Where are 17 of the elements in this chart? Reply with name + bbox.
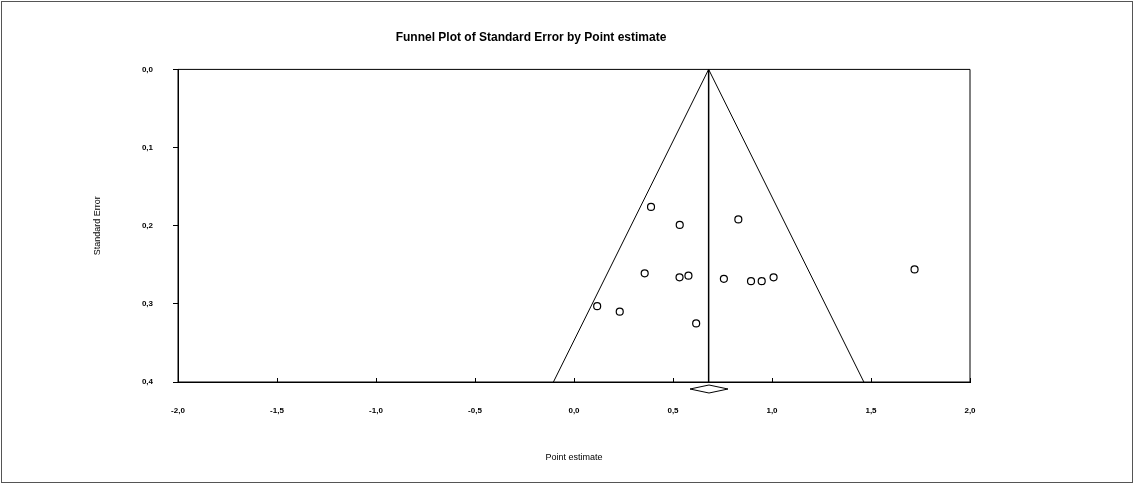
x-tick-label: 1,0 [766, 406, 779, 415]
x-tick-label: 0,5 [667, 406, 680, 415]
x-tick-label: 2,0 [964, 406, 977, 415]
x-tick-label: 1,5 [865, 406, 878, 415]
x-axis-title: Point estimate [545, 452, 603, 463]
y-tick-label: 0,4 [141, 377, 154, 387]
x-tick-label: -1,5 [270, 406, 285, 415]
y-tick-label: 0,1 [141, 142, 154, 152]
x-tick-label: 0,0 [568, 406, 581, 415]
y-tick-label: 0,3 [141, 299, 154, 309]
y-tick-label: 0,0 [141, 64, 154, 74]
x-tick-label: -1,0 [369, 406, 384, 415]
x-tick-label: -0,5 [468, 406, 483, 415]
x-tick-label: -2,0 [171, 406, 186, 415]
y-tick-label: 0,2 [141, 220, 154, 230]
y-axis-title: Standard Error [91, 196, 102, 256]
chart-title: Funnel Plot of Standard Error by Point estimate [395, 29, 667, 44]
